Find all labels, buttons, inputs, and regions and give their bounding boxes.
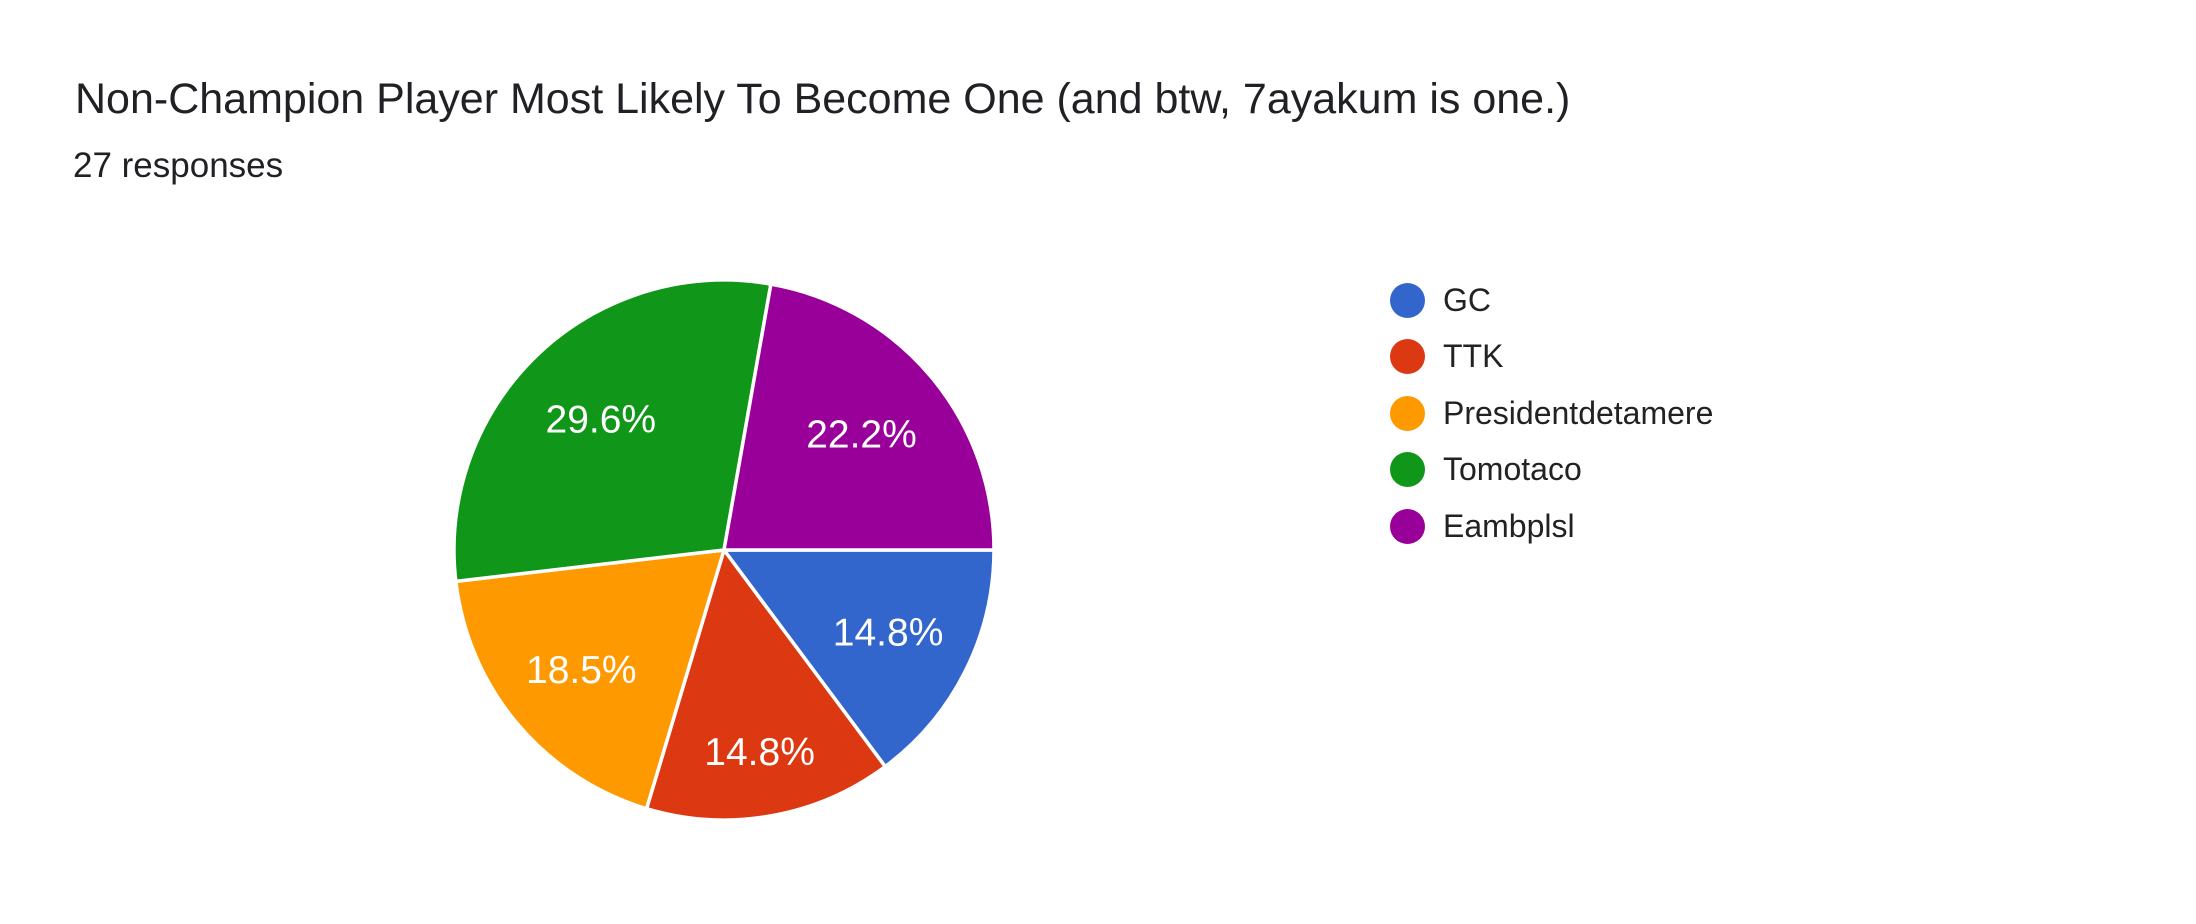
legend-item-eambplsl: Eambplsl <box>1390 498 1713 555</box>
responses-count: 27 responses <box>73 146 284 185</box>
legend-label-eambplsl: Eambplsl <box>1443 507 1575 544</box>
pie-slice-tomotaco[interactable] <box>452 278 773 584</box>
pie-slice-ttk[interactable] <box>644 548 887 822</box>
legend-item-tomotaco: Tomotaco <box>1390 442 1713 499</box>
legend-dot-presidentdetamere <box>1390 395 1425 431</box>
pie-slice-eambplsl[interactable] <box>722 282 996 552</box>
legend-dot-eambplsl <box>1390 508 1425 544</box>
pie-slice-presidentdetamere[interactable] <box>454 548 726 811</box>
pie-slice-label-ttk: 14.8% <box>704 731 815 774</box>
legend-label-tomotaco: Tomotaco <box>1443 451 1582 488</box>
pie-slice-gc[interactable] <box>722 548 996 769</box>
legend-dot-ttk <box>1390 339 1425 375</box>
legend-item-presidentdetamere: Presidentdetamere <box>1390 385 1713 442</box>
chart-title: Non-Champion Player Most Likely To Becom… <box>75 75 1571 123</box>
pie-slice-label-tomotaco: 29.6% <box>546 398 657 441</box>
legend-dot-tomotaco <box>1390 452 1425 488</box>
legend-label-gc: GC <box>1443 281 1491 318</box>
chart-legend: GC TTK Presidentdetamere Tomotaco Eambpl… <box>1390 272 1713 555</box>
legend-label-ttk: TTK <box>1443 338 1504 375</box>
pie-slice-label-presidentdetamere: 18.5% <box>526 649 637 692</box>
legend-label-presidentdetamere: Presidentdetamere <box>1443 394 1714 431</box>
pie-slice-label-gc: 14.8% <box>833 611 944 654</box>
legend-dot-gc <box>1390 282 1425 318</box>
pie-slice-label-eambplsl: 22.2% <box>806 414 917 457</box>
legend-item-gc: GC <box>1390 272 1713 329</box>
legend-item-ttk: TTK <box>1390 329 1713 386</box>
